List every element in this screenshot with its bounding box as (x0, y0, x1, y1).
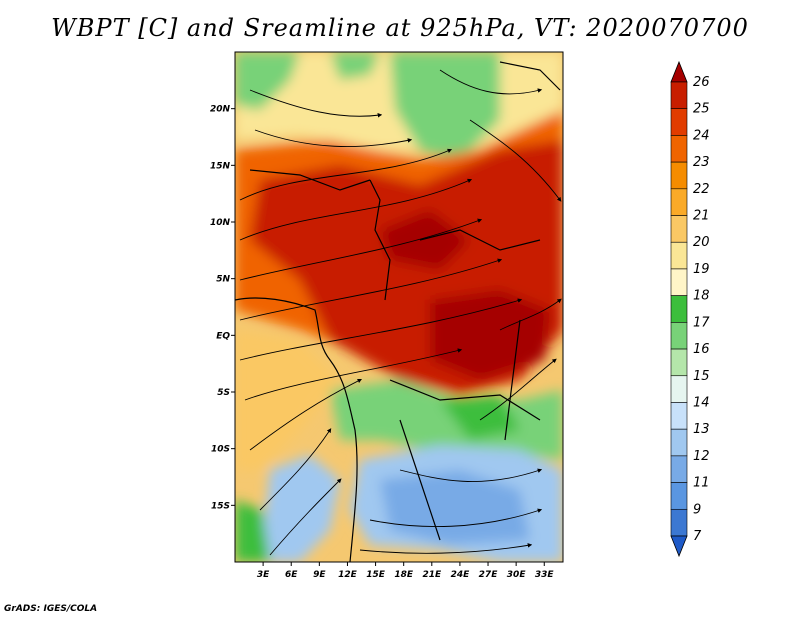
wbpt-shading (235, 52, 563, 562)
lon-tick-label: 15E (366, 570, 386, 580)
lat-tick-label: EQ (216, 331, 230, 341)
colorbar-label: 22 (693, 182, 710, 197)
lat-tick-label: 20N (210, 105, 231, 115)
lat-tick-label: 10S (211, 445, 230, 455)
colorbar-label: 13 (693, 422, 710, 437)
longitude-axis: 3E 6E 9E 12E 15E 18E 21E 24E 27E 30E 33E (257, 562, 555, 580)
colorbar-label: 25 (693, 102, 710, 117)
colorbar-segment (670, 295, 688, 323)
lon-tick-label: 30E (507, 570, 527, 580)
colorbar-segment (670, 188, 688, 216)
colorbar-label: 19 (693, 262, 710, 277)
colorbar-segment (670, 482, 688, 510)
colorbar-segment (670, 135, 688, 163)
colorbar-segment (670, 428, 688, 457)
colorbar-label: 17 (693, 315, 710, 330)
lon-tick-label: 3E (257, 570, 270, 580)
colorbar-top-triangle (670, 60, 688, 83)
lon-tick-label: 27E (479, 570, 499, 580)
colorbar-label: 11 (693, 476, 710, 491)
colorbar-label: 18 (693, 289, 710, 304)
coastlines (235, 61, 561, 562)
colorbar-segment (670, 161, 688, 190)
colorbar-label: 16 (693, 342, 710, 357)
colorbar-segment (670, 348, 688, 377)
colorbar-label: 21 (693, 209, 710, 224)
lon-tick-label: 24E (451, 570, 471, 580)
colorbar-segment (670, 81, 688, 110)
colorbar-label: 20 (693, 235, 710, 250)
colorbar-label: 9 (693, 502, 701, 517)
colorbar-segment (670, 215, 688, 243)
colorbar-label: 24 (693, 128, 710, 143)
colorbar: 26 25 24 23 22 21 20 19 18 17 16 15 14 13 12 11 9 7 (670, 60, 710, 558)
colorbar-label: 15 (693, 369, 710, 384)
colorbar-segment (670, 455, 688, 483)
colorbar-label: 14 (693, 395, 710, 410)
lat-tick-label: 10N (210, 218, 231, 228)
colorbar-bottom-triangle (670, 535, 688, 558)
lon-tick-label: 18E (394, 570, 414, 580)
colorbar-segment (670, 508, 688, 537)
colorbar-segment (670, 375, 688, 403)
lon-tick-label: 33E (535, 570, 555, 580)
map-title: WBPT [C] and Sreamline at 925hPa, VT: 20… (51, 14, 749, 42)
lat-tick-label: 5N (216, 275, 230, 285)
lon-tick-label: 21E (422, 570, 442, 580)
lon-tick-label: 6E (285, 570, 298, 580)
grads-credit: GrADS: IGES/COLA (4, 604, 98, 614)
colorbar-segment (670, 322, 688, 350)
colorbar-segment (670, 402, 688, 430)
lat-tick-label: 5S (217, 388, 230, 398)
colorbar-label: 12 (693, 449, 710, 464)
colorbar-segment (670, 108, 688, 136)
lat-tick-label: 15S (211, 501, 230, 511)
colorbar-segment (670, 241, 688, 270)
colorbar-label: 23 (693, 155, 710, 170)
latitude-axis: 20N 15N 10N 5N EQ 5S 10S 15S (210, 105, 235, 511)
colorbar-label: 26 (693, 75, 710, 90)
map-frame (234, 51, 564, 563)
lon-tick-label: 9E (313, 570, 326, 580)
streamlines (239, 69, 562, 556)
lat-tick-label: 15N (210, 161, 231, 171)
colorbar-label: 7 (693, 529, 702, 544)
lon-tick-label: 12E (338, 570, 358, 580)
colorbar-segment (670, 268, 688, 296)
